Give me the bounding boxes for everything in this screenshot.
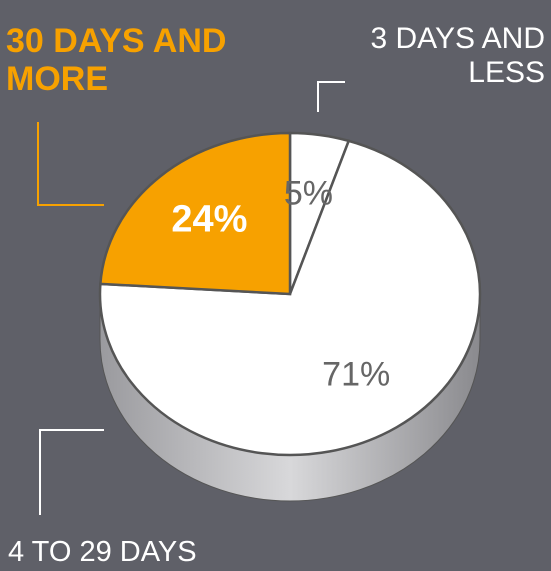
value-label: 71% [322, 356, 390, 394]
leader-lines [37, 81, 345, 515]
leader-line [37, 122, 104, 206]
pie-slice [99, 131, 292, 296]
value-label: 5% [284, 174, 333, 212]
value-label: 24% [171, 198, 247, 240]
category-label: 3 DAYS AND LESS [370, 22, 545, 89]
category-label: 30 DAYS AND MORE [6, 22, 227, 99]
category-label: 4 TO 29 DAYS [8, 536, 197, 568]
leader-line [39, 429, 104, 515]
leader-line [317, 81, 345, 112]
pie-slice [98, 139, 482, 457]
